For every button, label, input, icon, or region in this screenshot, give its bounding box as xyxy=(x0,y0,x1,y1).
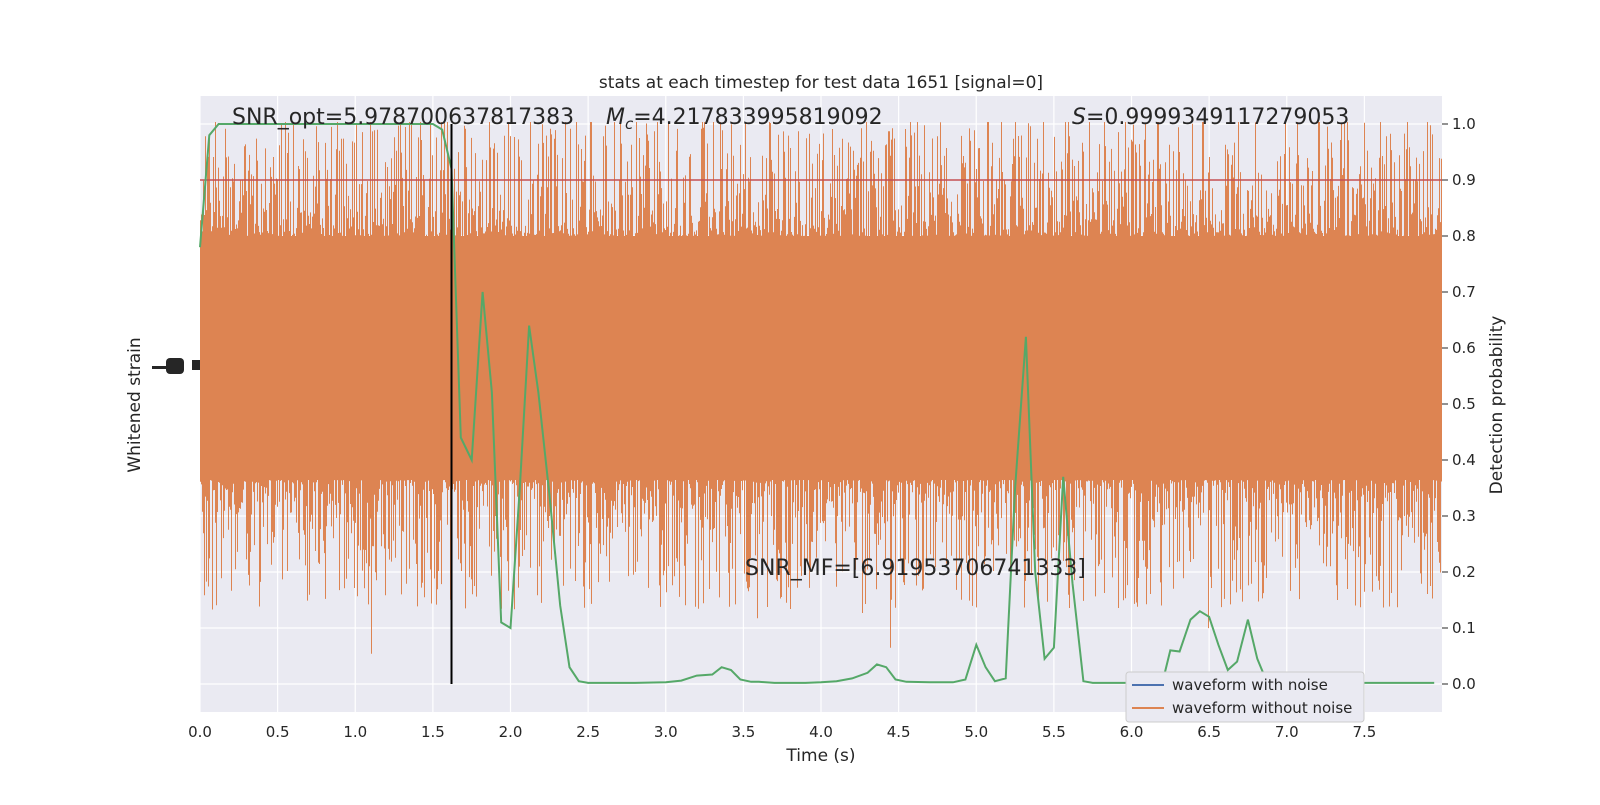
snr-opt-annotation: SNR_opt=5.978700637817383 xyxy=(232,105,574,130)
y-tick-label: 0.5 xyxy=(1452,395,1476,413)
s-annotation: S=0.9999349117279053 xyxy=(1072,105,1349,130)
x-tick-label: 6.0 xyxy=(1120,723,1144,741)
x-tick-label: 0.0 xyxy=(188,723,212,741)
x-tick-labels: 0.0 0.5 1.0 1.5 2.0 2.5 3.0 3.5 4.0 4.5 5.0 5.5 6.0 6… xyxy=(188,723,1376,741)
y-tick-label: 1.0 xyxy=(1452,115,1476,133)
y-axis-left-label: Whitened strain xyxy=(125,337,145,472)
x-tick-label: 5.0 xyxy=(964,723,988,741)
y-tick-label: 0.2 xyxy=(1452,563,1476,581)
detection-probability-line xyxy=(199,123,1435,684)
chart-title: stats at each timestep for test data 165… xyxy=(599,73,1043,93)
y-tick-label: 0.4 xyxy=(1452,451,1476,469)
x-tick-label: 5.5 xyxy=(1042,723,1066,741)
y-tick-label: 0.7 xyxy=(1452,283,1476,301)
noise-strain-series xyxy=(200,122,1442,654)
y-tick-label: 0.3 xyxy=(1452,507,1476,525)
y-axis-right-label: Detection probability xyxy=(1487,316,1507,495)
left-axis-ticks-artifact xyxy=(152,358,200,374)
x-tick-label: 3.0 xyxy=(654,723,678,741)
x-tick-label: 4.0 xyxy=(809,723,833,741)
x-tick-label: 2.0 xyxy=(499,723,523,741)
x-tick-label: 2.5 xyxy=(576,723,600,741)
x-tick-label: 0.5 xyxy=(266,723,290,741)
x-tick-label: 7.0 xyxy=(1275,723,1299,741)
x-tick-label: 7.5 xyxy=(1352,723,1376,741)
legend-label-with-noise: waveform with noise xyxy=(1172,676,1328,694)
y-tick-label: 0.0 xyxy=(1452,675,1476,693)
x-tick-label: 6.5 xyxy=(1197,723,1221,741)
strain-trace xyxy=(200,122,1442,654)
legend-box xyxy=(1125,671,1365,723)
legend: waveform with noise waveform without noi… xyxy=(1125,671,1365,723)
legend-label-without-noise: waveform without noise xyxy=(1172,699,1352,717)
x-axis-label: Time (s) xyxy=(785,746,855,766)
x-tick-label: 1.0 xyxy=(343,723,367,741)
x-tick-label: 4.5 xyxy=(887,723,911,741)
x-tick-label: 3.5 xyxy=(731,723,755,741)
y-tick-label: 0.1 xyxy=(1452,619,1476,637)
y-tick-label: 0.8 xyxy=(1452,227,1476,245)
y-tick-label: 0.6 xyxy=(1452,339,1476,357)
snr-mf-annotation: SNR_MF=[6.91953706741333] xyxy=(745,556,1086,581)
x-tick-label: 1.5 xyxy=(421,723,445,741)
chirp-mass-annotation: Mc=4.217833995819092 xyxy=(606,105,883,133)
y-right-tick-labels: 0.0 0.1 0.2 0.3 0.4 0.5 0.6 0.7 0.8 0.9 1.0 xyxy=(1442,115,1476,693)
y-tick-label: 0.9 xyxy=(1452,171,1476,189)
